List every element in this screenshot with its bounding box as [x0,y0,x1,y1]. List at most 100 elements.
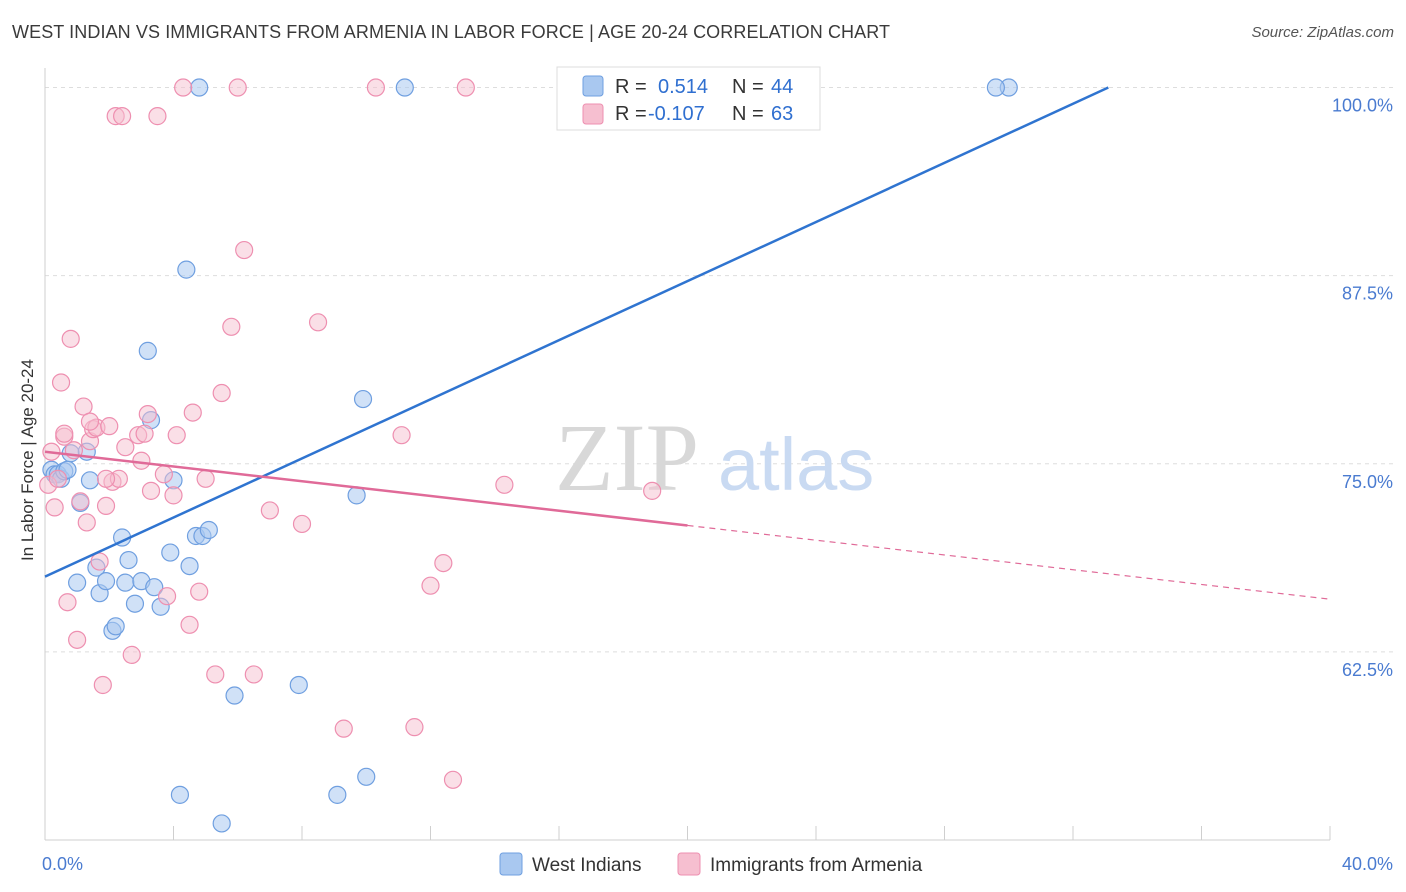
legend-n-value-blue: 44 [771,76,793,98]
x-tick-label-0: 0.0% [42,854,83,874]
point-armenia-2 [45,498,64,517]
point-armenia-35 [174,78,193,97]
point-armenia-12 [77,513,96,532]
point-west-indians-42 [986,78,1006,97]
point-armenia-51 [392,426,411,445]
point-armenia-31 [154,465,173,484]
point-armenia-34 [167,426,186,445]
point-armenia-30 [148,107,167,126]
point-armenia-10 [71,492,90,511]
legend-n-label-blue: N = [732,76,764,98]
point-armenia-61 [135,424,154,443]
point-armenia-60 [96,469,116,488]
legend-r-value-pink: -0.107 [648,103,705,125]
point-armenia-41 [212,383,231,403]
point-armenia-55 [443,770,463,789]
point-west-indians-35 [170,785,190,804]
point-west-indians-33 [212,814,231,833]
point-armenia-59 [112,107,132,126]
point-armenia-46 [260,501,279,520]
y-tick-label-0: 62.5% [1342,660,1393,680]
chart-title: WEST INDIAN VS IMMIGRANTS FROM ARMENIA I… [12,22,891,42]
source-label: Source: ZipAtlas.com [1251,24,1394,41]
point-armenia-33 [164,486,183,505]
legend-r-label-blue: R = [615,76,647,98]
legend-r-value-blue: 0.514 [658,76,708,98]
point-armenia-49 [334,719,353,738]
point-west-indians-27 [177,260,196,279]
bottom-legend-swatch-blue [499,852,523,876]
point-west-indians-40 [395,78,414,97]
point-armenia-36 [180,615,199,634]
legend-swatch-blue [582,75,604,97]
legend-stats: R = 0.514 N = 44 R = -0.107 N = 63 [556,66,821,131]
point-armenia-56 [456,78,475,97]
point-armenia-48 [308,313,328,332]
point-armenia-3 [48,469,67,488]
trend-lines [44,86,1331,600]
point-armenia-54 [434,553,453,573]
watermark-atlas: atlas [718,423,874,506]
point-armenia-53 [421,576,440,595]
point-west-indians-28 [180,556,199,576]
point-west-indians-23 [145,578,164,597]
point-west-indians-13 [96,572,116,591]
trend-line-armenia-extension [687,524,1331,600]
y-tick-label-1: 75.0% [1342,472,1393,492]
point-west-indians-15 [106,617,125,636]
point-armenia-29 [141,481,161,500]
legend-series: West Indians Immigrants from Armenia [499,852,923,876]
point-armenia-28 [138,404,157,424]
watermark: ZIP atlas [555,404,874,511]
point-west-indians-32 [199,520,218,540]
legend-n-value-pink: 63 [771,103,793,125]
point-armenia-27 [132,451,151,470]
point-armenia-45 [244,665,263,684]
point-armenia-32 [157,587,177,606]
point-west-indians-25 [161,543,180,562]
point-armenia-37 [183,403,202,422]
point-armenia-9 [68,630,87,649]
trend-line-armenia [44,450,688,527]
point-armenia-62 [55,424,74,443]
legend-swatch-pink [582,103,604,125]
point-armenia-7 [61,329,80,348]
point-west-indians-7 [68,573,87,592]
point-armenia-47 [292,514,312,534]
point-armenia-50 [366,78,385,97]
point-armenia-58 [643,481,662,500]
trend-line-west-indians [44,86,1109,578]
bottom-legend-label-pink: Immigrants from Armenia [710,855,923,876]
point-armenia-19 [80,412,100,431]
point-west-indians-37 [328,785,347,804]
bottom-legend-label-blue: West Indians [532,855,641,876]
point-armenia-44 [235,240,254,260]
point-armenia-16 [90,552,109,571]
point-armenia-6 [58,593,77,612]
point-armenia-4 [51,373,71,392]
point-west-indians-10 [80,471,100,490]
point-armenia-42 [222,317,241,336]
point-armenia-39 [196,469,215,488]
point-west-indians-17 [116,573,135,592]
point-west-indians-34 [225,686,244,705]
point-west-indians-38 [353,389,373,409]
bottom-legend-swatch-pink [677,852,701,876]
point-armenia-43 [228,78,247,97]
x-tick-label-1: 40.0% [1342,854,1393,874]
y-axis-label: In Labor Force | Age 20-24 [18,359,37,561]
series-armenia [39,78,662,789]
y-tick-label-2: 87.5% [1342,284,1393,304]
point-armenia-11 [74,397,93,416]
y-tick-label-3: 100.0% [1332,96,1393,116]
point-armenia-52 [405,718,424,737]
point-armenia-17 [93,675,112,695]
point-west-indians-39 [357,767,376,786]
legend-r-label-pink: R = [615,103,647,125]
grid-lines [45,87,1395,653]
legend-n-label-pink: N = [732,103,764,125]
point-armenia-38 [190,582,209,601]
point-armenia-57 [495,475,514,494]
x-tick-labels: 0.0% 40.0% [42,854,1393,874]
